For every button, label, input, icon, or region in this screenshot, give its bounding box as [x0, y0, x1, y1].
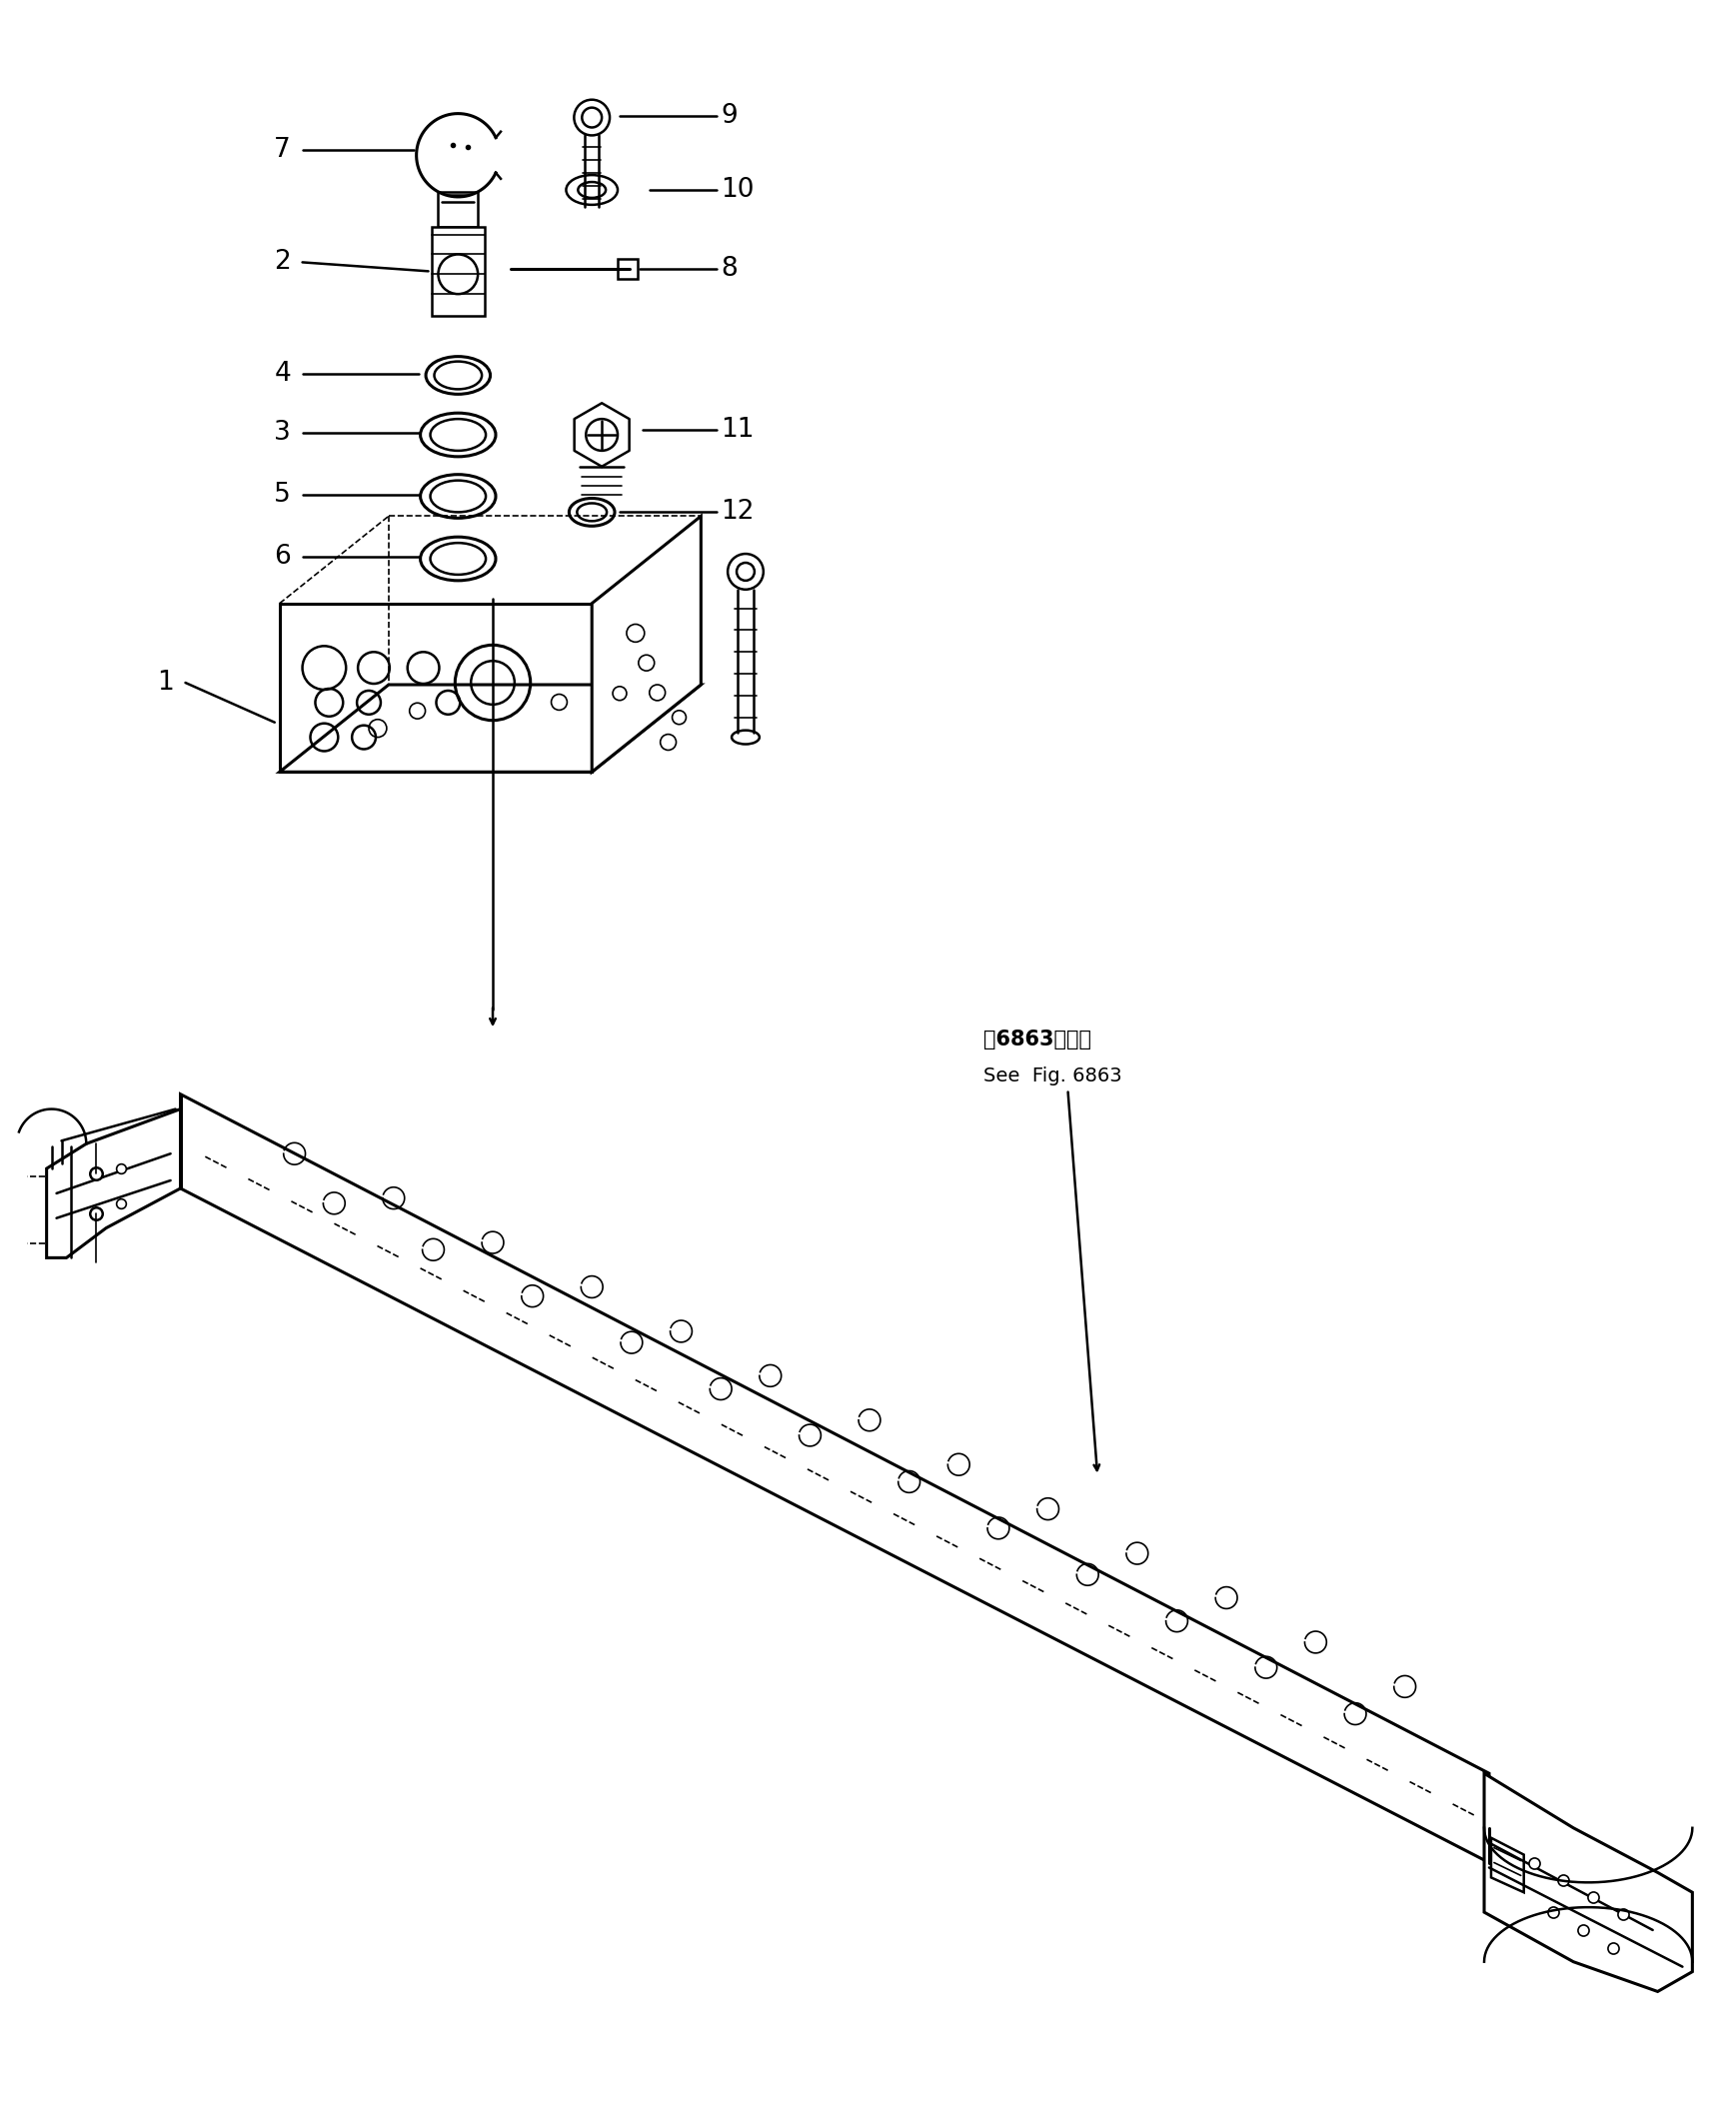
- Polygon shape: [1484, 1774, 1693, 1991]
- Text: 1: 1: [158, 670, 174, 696]
- Polygon shape: [431, 226, 484, 315]
- Text: 3: 3: [274, 421, 292, 446]
- Text: 7: 7: [274, 137, 292, 163]
- Polygon shape: [437, 192, 477, 226]
- Polygon shape: [1491, 1837, 1524, 1892]
- Text: 第6863図参照: 第6863図参照: [984, 1030, 1092, 1051]
- Polygon shape: [181, 1095, 1489, 1862]
- Polygon shape: [618, 260, 637, 279]
- Polygon shape: [279, 685, 701, 772]
- Text: See  Fig. 6863: See Fig. 6863: [984, 1068, 1121, 1087]
- Text: 2: 2: [274, 249, 292, 275]
- Text: 12: 12: [720, 499, 753, 524]
- Text: 5: 5: [274, 482, 292, 507]
- Text: 8: 8: [720, 256, 738, 283]
- Text: 11: 11: [720, 416, 753, 442]
- Polygon shape: [592, 516, 701, 772]
- Text: 4: 4: [274, 359, 292, 387]
- Text: 9: 9: [720, 104, 738, 129]
- Polygon shape: [47, 1110, 181, 1258]
- Text: 10: 10: [720, 178, 753, 203]
- Polygon shape: [279, 602, 592, 772]
- Text: 6: 6: [274, 543, 292, 571]
